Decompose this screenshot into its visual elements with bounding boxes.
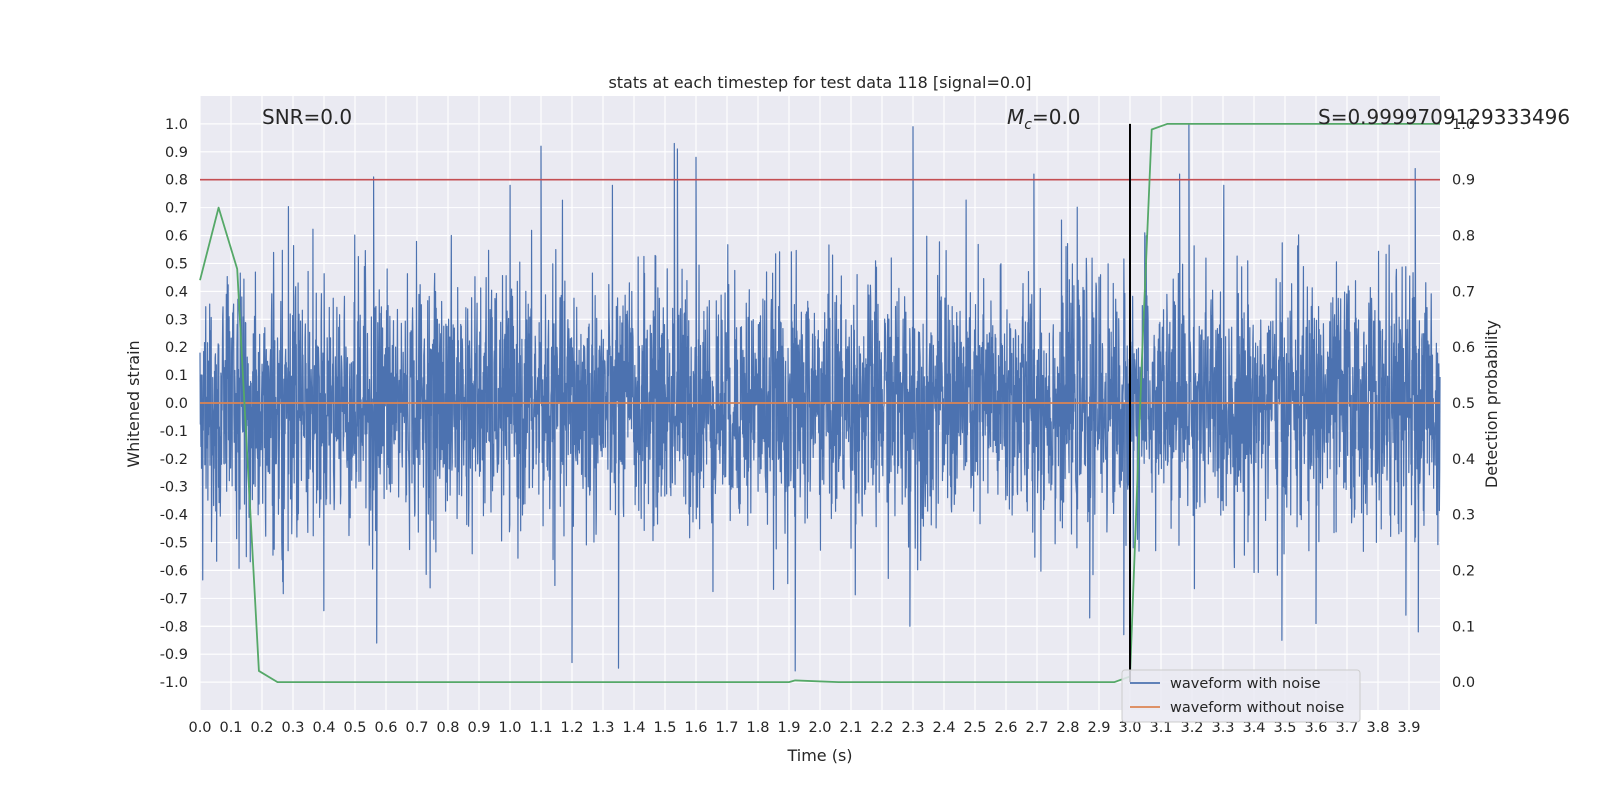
y-tick-label: 0.2: [165, 340, 188, 356]
x-tick-label: 2.3: [901, 720, 924, 736]
s-annotation: S=0.9999709129333496: [1318, 105, 1570, 129]
legend-label-without-noise: waveform without noise: [1170, 700, 1344, 716]
x-tick-label: 1.1: [529, 720, 552, 736]
snr-annotation: SNR=0.0: [262, 105, 352, 129]
x-tick-label: 1.8: [746, 720, 769, 736]
y-tick-label: 0.1: [165, 368, 188, 384]
y2-tick-label: 0.6: [1452, 340, 1475, 356]
x-tick-label: 2.1: [839, 720, 862, 736]
mc-symbol: M: [1007, 105, 1024, 129]
x-tick-label: 0.6: [374, 720, 397, 736]
y2-tick-label: 0.8: [1452, 229, 1475, 245]
y-tick-label: -0.2: [160, 452, 188, 468]
x-tick-label: 1.4: [622, 720, 645, 736]
y2-tick-label: 0.7: [1452, 284, 1475, 300]
x-tick-label: 0.5: [343, 720, 366, 736]
legend: waveform with noise waveform without noi…: [1121, 669, 1361, 723]
legend-box: [1121, 669, 1361, 723]
y-tick-label: 0.7: [165, 201, 188, 217]
x-tick-label: 3.1: [1149, 720, 1172, 736]
series-line-detection-probability: [199, 123, 1440, 683]
legend-label-with-noise: waveform with noise: [1170, 676, 1321, 692]
x-tick-label: 3.3: [1211, 720, 1234, 736]
x-tick-label: 2.7: [1025, 720, 1048, 736]
y-tick-label: -0.7: [160, 591, 188, 607]
y-tick-label: 0.3: [165, 312, 188, 328]
x-tick-label: 1.6: [684, 720, 707, 736]
x-tick-labels: 0.0 0.1 0.2 0.3 0.4 0.5 0.6 0.7 0.8 0.9 1.0 1.1 1.2 1…: [188, 720, 1420, 736]
x-tick-label: 3.6: [1304, 720, 1327, 736]
y2-tick-label: 0.0: [1452, 675, 1475, 691]
y-axis-label: Whitened strain: [124, 340, 143, 467]
y2-tick-label: 0.1: [1452, 619, 1475, 635]
y-tick-label: -0.3: [160, 480, 188, 496]
y-tick-label: 0.9: [165, 145, 188, 161]
x-tick-label: 2.6: [994, 720, 1017, 736]
y2-axis-label: Detection probability: [1482, 320, 1501, 488]
x-tick-label: 2.2: [870, 720, 893, 736]
x-tick-label: 1.0: [498, 720, 521, 736]
x-tick-label: 0.8: [436, 720, 459, 736]
series-line-waveform-with-noise: [199, 123, 1441, 672]
x-tick-label: 0.4: [312, 720, 335, 736]
x-tick-label: 2.9: [1087, 720, 1110, 736]
x-tick-label: 2.8: [1056, 720, 1079, 736]
x-tick-label: 1.5: [653, 720, 676, 736]
y-tick-label: 0.6: [165, 229, 188, 245]
y-tick-label: -0.6: [160, 563, 188, 579]
x-tick-label: 0.2: [250, 720, 273, 736]
y-tick-label: 1.0: [165, 117, 188, 133]
x-tick-label: 1.2: [560, 720, 583, 736]
y-tick-label: -0.5: [160, 536, 188, 552]
x-tick-label: 0.1: [219, 720, 242, 736]
y2-tick-label: 0.2: [1452, 563, 1475, 579]
y-tick-label: 0.5: [165, 256, 188, 272]
y-tick-labels: 1.0 0.9 0.8 0.7 0.6 0.5 0.4 0.3 0.2 0.1 0.0 -0.1 -0.…: [160, 117, 188, 691]
x-tick-label: 3.9: [1397, 720, 1420, 736]
y-tick-label: -0.8: [160, 619, 188, 635]
x-tick-label: 0.3: [281, 720, 304, 736]
x-tick-label: 3.4: [1242, 720, 1265, 736]
x-tick-label: 3.0: [1118, 720, 1141, 736]
x-tick-label: 2.0: [808, 720, 831, 736]
x-tick-label: 1.7: [715, 720, 738, 736]
y-tick-label: -0.1: [160, 424, 188, 440]
y-tick-label: 0.0: [165, 396, 188, 412]
y2-tick-label: 0.5: [1452, 396, 1475, 412]
x-tick-label: 0.7: [405, 720, 428, 736]
x-tick-label: 3.8: [1366, 720, 1389, 736]
mc-value: =0.0: [1032, 105, 1081, 129]
y-tick-label: -0.4: [160, 508, 188, 524]
x-axis-label: Time (s): [786, 746, 852, 765]
x-tick-label: 2.5: [963, 720, 986, 736]
y2-tick-label: 0.3: [1452, 508, 1475, 524]
mc-subscript: c: [1024, 117, 1032, 133]
y-tick-label: 0.4: [165, 284, 188, 300]
x-tick-label: 1.3: [591, 720, 614, 736]
x-tick-label: 3.2: [1180, 720, 1203, 736]
x-tick-label: 0.9: [467, 720, 490, 736]
x-tick-label: 3.5: [1273, 720, 1296, 736]
y2-tick-label: 0.9: [1452, 173, 1475, 189]
y2-tick-label: 1.0: [1452, 117, 1475, 133]
x-tick-label: 2.4: [932, 720, 955, 736]
series-layer: [199, 123, 1441, 683]
mc-annotation: Mc=0.0: [1007, 105, 1081, 133]
x-tick-label: 0.0: [188, 720, 211, 736]
x-tick-label: 1.9: [777, 720, 800, 736]
y2-tick-labels: 1.0 0.9 0.8 0.7 0.6 0.5 0.4 0.3 0.2 0.1 0.0: [1452, 117, 1475, 691]
y-tick-label: -1.0: [160, 675, 188, 691]
x-tick-label: 3.7: [1335, 720, 1358, 736]
y2-tick-label: 0.4: [1452, 452, 1475, 468]
y-tick-label: -0.9: [160, 647, 188, 663]
y-tick-label: 0.8: [165, 173, 188, 189]
chart-title: stats at each timestep for test data 118…: [608, 73, 1031, 92]
